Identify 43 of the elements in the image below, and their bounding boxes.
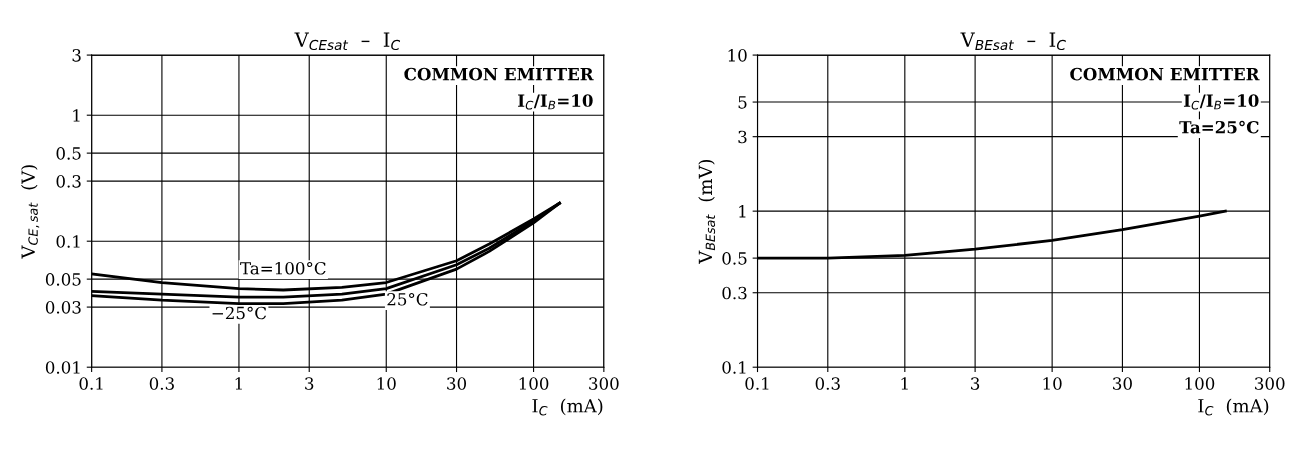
annotation: COMMON EMITTER bbox=[1070, 67, 1260, 81]
chart-title: V$_{BEsat}$ – I$_{C}$ bbox=[960, 32, 1066, 51]
x-tick-label: 300 bbox=[1255, 377, 1285, 390]
x-tick-label: 0.3 bbox=[149, 377, 174, 390]
y-tick-label: 0.01 bbox=[45, 361, 80, 374]
annotation: COMMON EMITTER bbox=[404, 67, 594, 81]
y-tick-label: 0.1 bbox=[56, 235, 80, 248]
annotation: I$_{C}$/I$_{B}$=10 bbox=[1183, 94, 1259, 110]
x-tick-label: 3 bbox=[305, 377, 314, 390]
y-tick-label: 1 bbox=[739, 205, 746, 218]
y-axis-title: V$_{CE,sat}$ (V) bbox=[21, 165, 40, 259]
y-tick-label: 0.5 bbox=[722, 252, 747, 265]
x-tick-label: 30 bbox=[1113, 377, 1132, 390]
x-tick-label: 3 bbox=[971, 377, 980, 390]
series-label: 25°C bbox=[387, 292, 428, 306]
x-tick-label: 100 bbox=[1185, 377, 1215, 390]
y-tick-label: 1 bbox=[73, 109, 80, 122]
y-tick-label: 5 bbox=[738, 96, 747, 109]
y-tick-label: 10 bbox=[728, 49, 747, 62]
annotation: I$_{C}$/I$_{B}$=10 bbox=[518, 94, 593, 110]
x-tick-label: 300 bbox=[589, 377, 619, 390]
annotation: Ta=25°C bbox=[1179, 120, 1259, 134]
y-tick-label: 0.03 bbox=[45, 301, 81, 314]
y-tick-label: 0.3 bbox=[722, 286, 747, 300]
y-tick-label: 0.3 bbox=[56, 175, 81, 188]
x-axis-title: I$_{C}$ (mA) bbox=[1198, 398, 1269, 416]
x-tick-label: 0.3 bbox=[815, 377, 840, 390]
chart-title: V$_{CEsat}$ – I$_{C}$ bbox=[294, 32, 401, 51]
y-tick-label: 0.1 bbox=[722, 361, 746, 374]
x-tick-label: 1 bbox=[235, 377, 242, 390]
x-tick-label: 100 bbox=[519, 377, 549, 390]
y-tick-label: 3 bbox=[72, 49, 81, 62]
y-axis-title: V$_{BEsat}$ (mV) bbox=[698, 159, 716, 265]
series-label: Ta=100°C bbox=[240, 261, 326, 275]
x-tick-label: 10 bbox=[377, 377, 396, 390]
x-tick-label: 1 bbox=[901, 377, 908, 390]
x-axis-title: I$_{C}$ (mA) bbox=[532, 398, 603, 416]
y-tick-label: 3 bbox=[738, 130, 747, 144]
y-tick-label: 0.05 bbox=[45, 273, 81, 286]
x-tick-label: 30 bbox=[447, 377, 467, 390]
x-tick-label: 10 bbox=[1043, 377, 1062, 390]
y-tick-label: 0.5 bbox=[56, 147, 81, 160]
series-label: −25°C bbox=[212, 306, 267, 320]
